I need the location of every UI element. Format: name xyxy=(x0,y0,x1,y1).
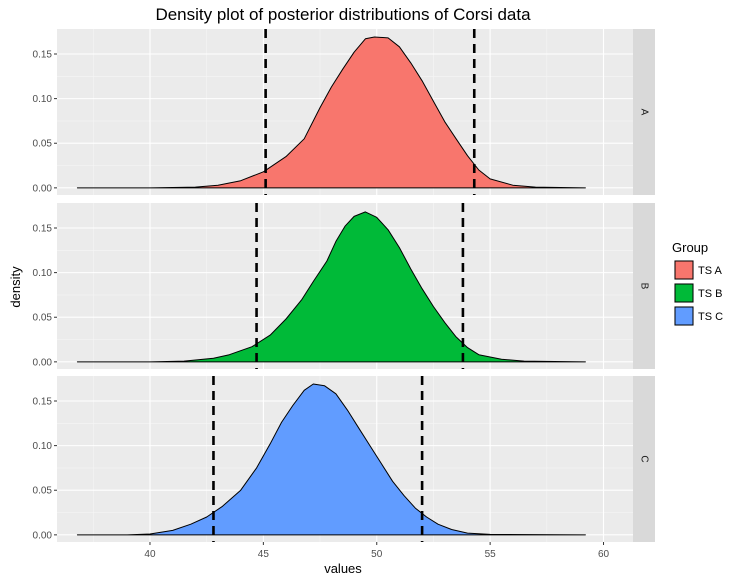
facet-panel-a: 0.00 0.05 0.10 0.15 A xyxy=(33,29,655,195)
x-tick-label: 50 xyxy=(371,549,383,560)
y-tick-label: 0.15 xyxy=(33,396,53,407)
facet-strip xyxy=(633,376,655,542)
facet-panels: 0.000.050.100.15A0.000.050.100.15B0.000.… xyxy=(33,29,655,542)
legend-item: TS C xyxy=(674,306,723,326)
y-axis-title: density xyxy=(8,266,23,308)
density-area-a xyxy=(76,36,586,189)
y-tick-label: 0.05 xyxy=(33,313,53,324)
facet-strip xyxy=(633,29,655,195)
y-tick-label: 0.05 xyxy=(33,139,53,150)
legend-item: TS A xyxy=(674,260,723,280)
legend-swatch xyxy=(674,306,694,326)
facet-strip xyxy=(633,203,655,369)
legend-label: TS B xyxy=(698,288,722,300)
x-tick-label: 60 xyxy=(598,549,610,560)
facet-strip-label: B xyxy=(638,283,649,290)
facet-panel-b: 0.00 0.05 0.10 0.15 B xyxy=(33,203,655,369)
facet-panel-c: 0.00 0.05 0.10 0.15 C xyxy=(33,376,655,542)
x-axis: 40 45 50 55 60 xyxy=(144,542,610,560)
y-tick-label: 0.00 xyxy=(33,530,53,541)
legend-label: TS C xyxy=(698,311,723,323)
x-tick-label: 45 xyxy=(258,549,270,560)
y-tick-label: 0.10 xyxy=(33,268,53,279)
legend-swatch xyxy=(674,283,694,303)
y-tick-label: 0.15 xyxy=(33,223,53,234)
legend-label: TS A xyxy=(698,265,723,277)
x-axis-title: values xyxy=(324,561,362,576)
density-area-c xyxy=(76,383,586,536)
facet-strip-label: A xyxy=(638,109,649,116)
y-tick-label: 0.15 xyxy=(33,49,53,60)
x-tick-label: 40 xyxy=(144,549,156,560)
legend: Group TS A TS B TS C xyxy=(672,240,723,326)
y-tick-label: 0.10 xyxy=(33,94,53,105)
legend-item: TS B xyxy=(674,283,722,303)
y-tick-label: 0.00 xyxy=(33,183,53,194)
y-tick-label: 0.05 xyxy=(33,486,53,497)
chart-title: Density plot of posterior distributions … xyxy=(155,5,531,24)
x-tick-label: 55 xyxy=(485,549,497,560)
legend-title: Group xyxy=(672,240,708,255)
legend-swatch xyxy=(674,260,694,280)
y-tick-label: 0.00 xyxy=(33,357,53,368)
density-area-b xyxy=(76,211,586,363)
facet-strip-label: C xyxy=(638,455,649,462)
y-tick-label: 0.10 xyxy=(33,441,53,452)
